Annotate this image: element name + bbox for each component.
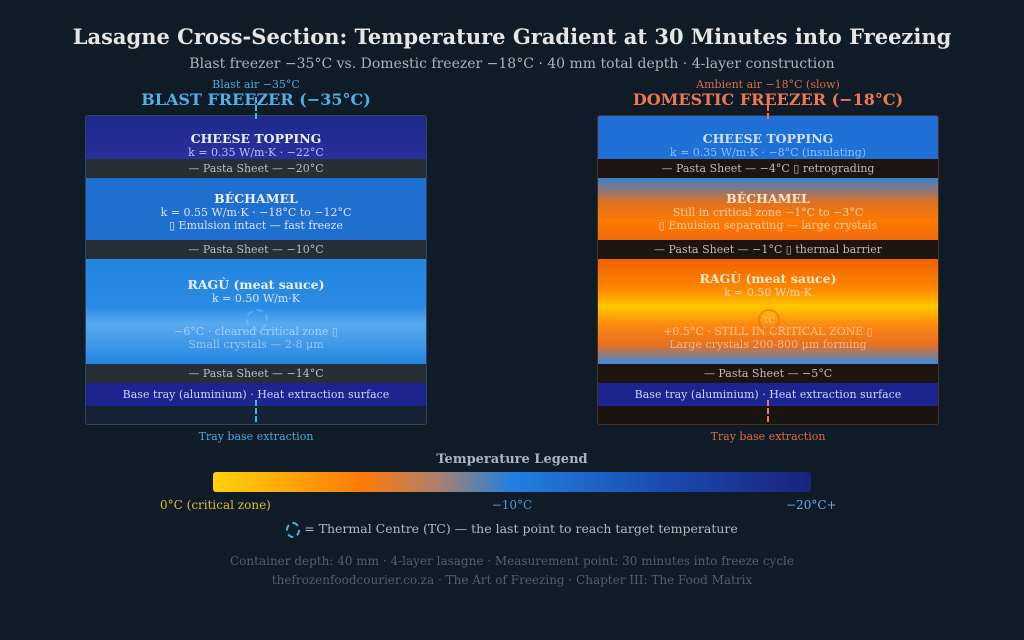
legend-gradient-bar xyxy=(213,472,811,492)
layer-note: ▯ Emulsion separating — large crystals xyxy=(658,219,878,232)
domestic-pasta-sheet-2: — Pasta Sheet — −1°C ▯ thermal barrier xyxy=(598,240,938,259)
thermal-centre-note: = Thermal Centre (TC) — the last point t… xyxy=(0,521,1024,538)
domestic-tray-label: Tray base extraction xyxy=(710,430,826,443)
blast-tray-arrow-icon xyxy=(255,400,257,422)
blast-cheese-layer: CHEESE TOPPING k = 0.35 W/m·K · −22°C xyxy=(86,116,426,159)
domestic-tray-arrow-icon xyxy=(767,400,769,422)
layer-subtitle: k = 0.55 W/m·K · −18°C to −12°C xyxy=(160,206,352,219)
page-title: Lasagne Cross-Section: Temperature Gradi… xyxy=(72,24,952,49)
layer-subtitle: k = 0.35 W/m·K · −22°C xyxy=(188,146,324,159)
layer-note: +0.5°C · STILL IN CRITICAL ZONE ▯ xyxy=(663,325,873,338)
layer-note: Large crystals 200-800 μm forming xyxy=(669,338,867,351)
blast-ragu-layer: RAGÙ (meat sauce) k = 0.50 W/m·K −6°C · … xyxy=(86,259,426,364)
domestic-base-tray: Base tray (aluminium) · Heat extraction … xyxy=(598,383,938,406)
legend-title: Temperature Legend xyxy=(436,452,588,467)
footer-line-1: Container depth: 40 mm · 4-layer lasagne… xyxy=(230,554,794,568)
layer-title: CHEESE TOPPING xyxy=(702,131,834,146)
blast-pasta-sheet-2: — Pasta Sheet — −10°C xyxy=(86,240,426,259)
layer-subtitle: k = 0.50 W/m·K xyxy=(723,286,813,299)
blast-air-arrow-icon xyxy=(255,97,257,119)
legend-label-0c: 0°C (critical zone) xyxy=(160,498,271,512)
thermal-centre-icon xyxy=(246,309,268,331)
layer-note: −6°C · cleared critical zone ▯ xyxy=(174,325,338,338)
page-subtitle: Blast freezer −35°C vs. Domestic freezer… xyxy=(189,56,835,72)
blast-pasta-sheet-1: — Pasta Sheet — −20°C xyxy=(86,159,426,178)
layer-subtitle: k = 0.35 W/m·K · −8°C (insulating) xyxy=(669,146,867,159)
domestic-bechamel-layer: BÉCHAMEL Still in critical zone −1°C to … xyxy=(598,178,938,240)
domestic-panel: CHEESE TOPPING k = 0.35 W/m·K · −8°C (in… xyxy=(597,115,939,425)
domestic-ragu-layer: RAGÙ (meat sauce) k = 0.50 W/m·K TC +0.5… xyxy=(598,259,938,364)
domestic-cheese-layer: CHEESE TOPPING k = 0.35 W/m·K · −8°C (in… xyxy=(598,116,938,159)
legend-label-20c: −20°C+ xyxy=(786,498,837,512)
thermal-centre-icon xyxy=(286,521,301,538)
legend-label-10c: −10°C xyxy=(491,498,533,512)
domestic-pasta-sheet-3: — Pasta Sheet — −5°C xyxy=(598,364,938,383)
thermal-centre-icon: TC xyxy=(758,309,780,331)
tc-note-text: = Thermal Centre (TC) — the last point t… xyxy=(304,521,738,536)
layer-title: BÉCHAMEL xyxy=(214,191,298,206)
layer-subtitle: k = 0.50 W/m·K xyxy=(211,292,301,305)
layer-title: RAGÙ (meat sauce) xyxy=(187,277,325,292)
blast-base-tray: Base tray (aluminium) · Heat extraction … xyxy=(86,383,426,406)
blast-panel: CHEESE TOPPING k = 0.35 W/m·K · −22°C — … xyxy=(85,115,427,425)
blast-bechamel-layer: BÉCHAMEL k = 0.55 W/m·K · −18°C to −12°C… xyxy=(86,178,426,240)
domestic-pasta-sheet-1: — Pasta Sheet — −4°C ▯ retrograding xyxy=(598,159,938,178)
layer-title: BÉCHAMEL xyxy=(726,191,810,206)
blast-air-label: Blast air −35°C xyxy=(212,78,300,91)
blast-tray-label: Tray base extraction xyxy=(198,430,314,443)
domestic-air-arrow-icon xyxy=(767,97,769,119)
footer-line-2: thefrozenfoodcourier.co.za · The Art of … xyxy=(271,573,753,587)
blast-pasta-sheet-3: — Pasta Sheet — −14°C xyxy=(86,364,426,383)
layer-title: CHEESE TOPPING xyxy=(190,131,322,146)
domestic-air-label: Ambient air −18°C (slow) xyxy=(696,78,840,91)
layer-subtitle: Still in critical zone −1°C to −3°C xyxy=(672,206,864,219)
layer-note: ▯ Emulsion intact — fast freeze xyxy=(169,219,343,232)
layer-note: Small crystals — 2-8 μm xyxy=(188,338,324,351)
layer-title: RAGÙ (meat sauce) xyxy=(699,271,837,286)
